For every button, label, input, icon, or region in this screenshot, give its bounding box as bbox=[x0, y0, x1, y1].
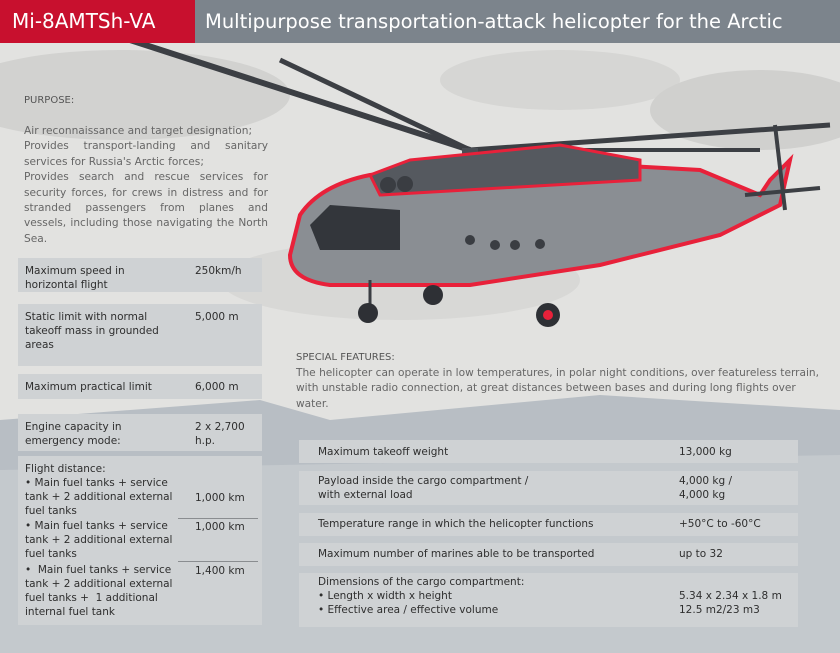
spec-engine: Engine capacity in emergency mode: 2 x 2… bbox=[18, 414, 262, 451]
spec-label: • Main fuel tanks + service tank + 2 add… bbox=[25, 477, 173, 517]
spec-value: 1,400 km bbox=[195, 565, 245, 577]
spec-label: Static limit with normal takeoff mass in… bbox=[25, 311, 159, 351]
spec-payload: Payload inside the cargo compartment / w… bbox=[299, 471, 798, 505]
header-title: Multipurpose transportation-attack helic… bbox=[195, 0, 840, 43]
special-text: The helicopter can operate in low temper… bbox=[296, 367, 820, 410]
spec-value: 6,000 m bbox=[195, 381, 239, 393]
spec-label: Temperature range in which the helicopte… bbox=[318, 518, 594, 530]
purpose-line: Provides transport-landing and sanitary … bbox=[24, 140, 268, 168]
spec-flight-distance: Flight distance: • Main fuel tanks + ser… bbox=[18, 456, 262, 625]
spec-max-speed: Maximum speed in horizontal flight 250km… bbox=[18, 258, 262, 292]
purpose-text: Air reconnaissance and target designatio… bbox=[24, 124, 268, 247]
spec-value: 5,000 m bbox=[195, 311, 239, 323]
divider bbox=[178, 518, 258, 519]
spec-label: Maximum practical limit bbox=[25, 381, 152, 393]
special-label: SPECIAL FEATURES: bbox=[296, 352, 395, 363]
spec-label: • Main fuel tanks + service tank + 2 add… bbox=[25, 564, 173, 618]
purpose-line: Provides search and rescue services for … bbox=[24, 171, 268, 245]
spec-label: Maximum speed in horizontal flight bbox=[25, 265, 125, 291]
spec-temperature: Temperature range in which the helicopte… bbox=[299, 513, 798, 536]
divider bbox=[178, 561, 258, 562]
spec-practical-limit: Maximum practical limit 6,000 m bbox=[18, 374, 262, 399]
spec-value: up to 32 bbox=[679, 548, 723, 560]
spec-label: Payload inside the cargo compartment / w… bbox=[318, 475, 529, 501]
spec-value: +50°C to -60°C bbox=[679, 518, 761, 530]
spec-cargo-dimensions: Dimensions of the cargo compartment: • L… bbox=[299, 573, 798, 627]
spec-value: 250km/h bbox=[195, 265, 242, 277]
spec-label: Maximum takeoff weight bbox=[318, 446, 449, 458]
spec-label: Dimensions of the cargo compartment: • L… bbox=[318, 576, 525, 616]
spec-label: Engine capacity in emergency mode: bbox=[25, 421, 122, 447]
spec-takeoff-weight: Maximum takeoff weight 13,000 kg bbox=[299, 440, 798, 463]
purpose-label: PURPOSE: bbox=[24, 95, 75, 106]
spec-label: • Main fuel tanks + service tank + 2 add… bbox=[25, 520, 173, 560]
spec-value: 4,000 kg / 4,000 kg bbox=[679, 475, 733, 501]
spec-value: 1,000 km bbox=[195, 521, 245, 533]
spec-static-limit: Static limit with normal takeoff mass in… bbox=[18, 304, 262, 366]
spec-value: 2 x 2,700 h.p. bbox=[195, 421, 245, 447]
spec-value: 13,000 kg bbox=[679, 446, 732, 458]
purpose-line: Air reconnaissance and target designatio… bbox=[24, 125, 253, 137]
spec-value: 5.34 x 2.34 x 1.8 m 12.5 m2/23 m3 bbox=[679, 590, 782, 616]
spec-label: Maximum number of marines able to be tra… bbox=[318, 548, 595, 560]
spec-value: 1,000 km bbox=[195, 492, 245, 504]
spec-marines: Maximum number of marines able to be tra… bbox=[299, 543, 798, 566]
spec-label: Flight distance: bbox=[25, 463, 106, 475]
header-code: Mi-8AMTSh-VA bbox=[0, 0, 195, 43]
